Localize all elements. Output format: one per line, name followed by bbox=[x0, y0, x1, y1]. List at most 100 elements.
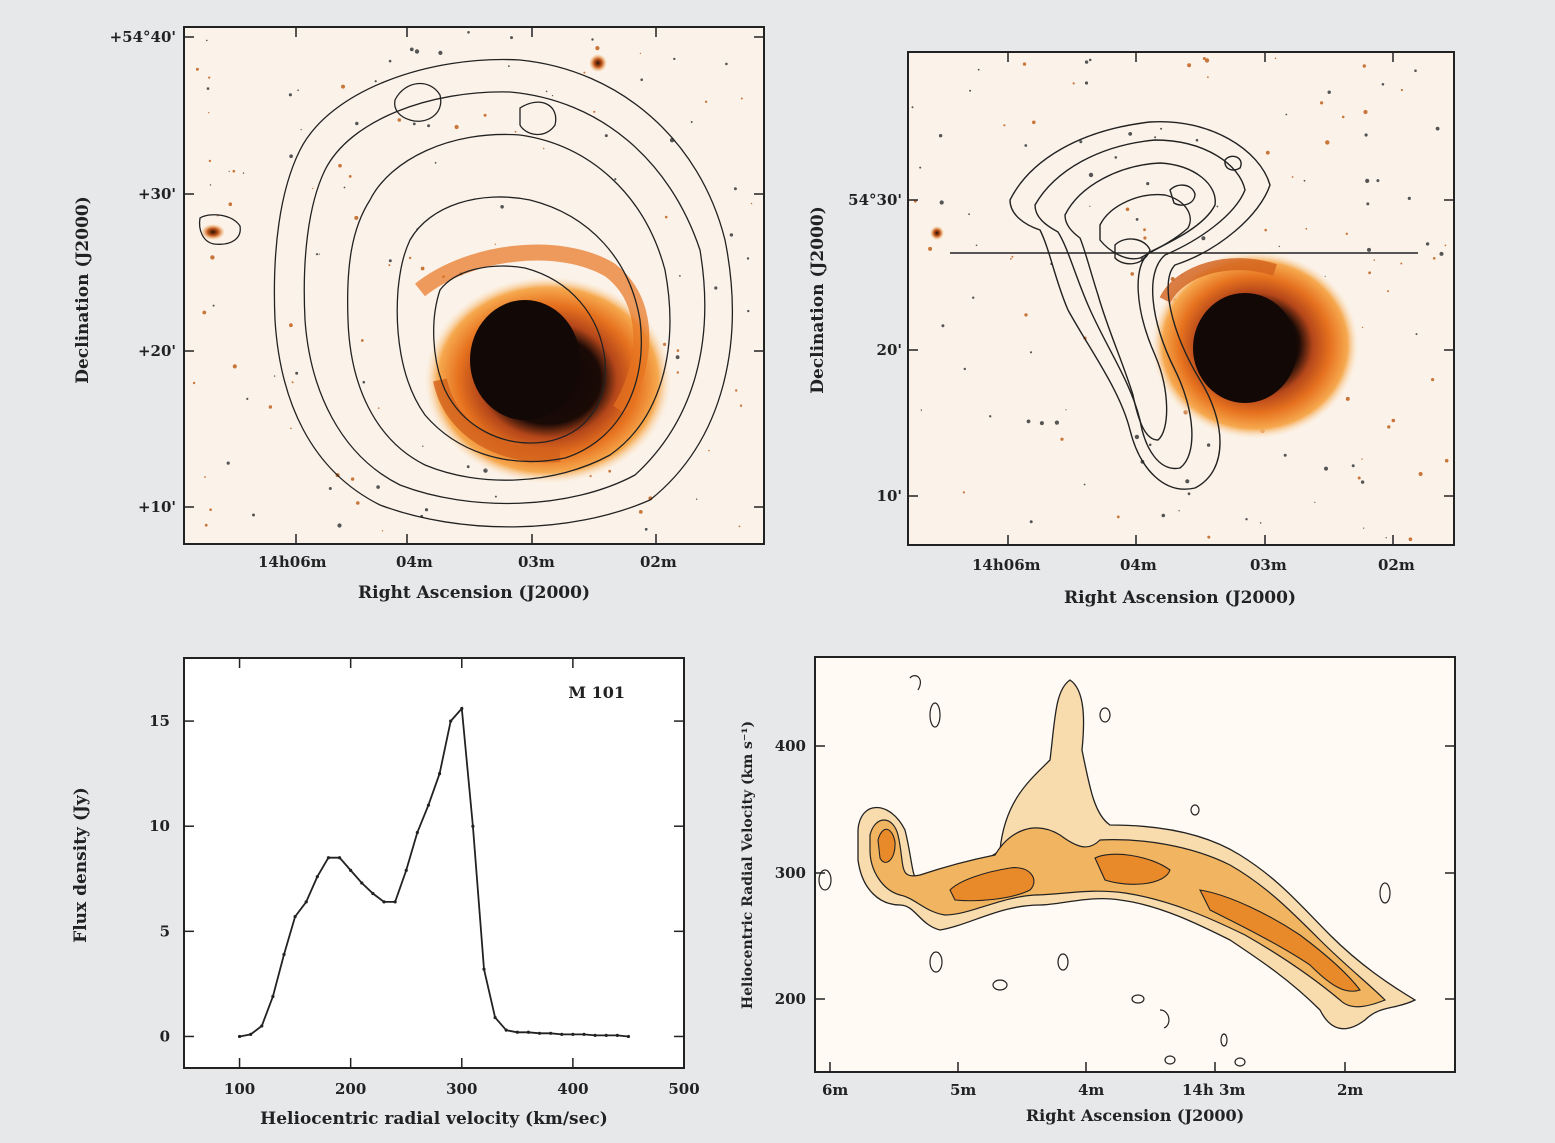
star-speckle bbox=[1345, 396, 1350, 401]
star-speckle bbox=[1361, 326, 1364, 329]
star-speckle bbox=[420, 266, 425, 271]
star-speckle bbox=[1204, 58, 1210, 63]
star-speckle bbox=[226, 461, 230, 465]
star-speckle bbox=[343, 186, 346, 189]
star-speckle bbox=[1135, 218, 1139, 221]
star-speckle bbox=[591, 38, 594, 41]
star-speckle bbox=[252, 513, 255, 517]
star-speckle bbox=[209, 508, 212, 512]
star-speckle bbox=[1084, 81, 1089, 85]
star-speckle bbox=[510, 36, 513, 40]
star-speckle bbox=[1022, 62, 1027, 66]
star-speckle bbox=[376, 485, 380, 489]
star-speckle bbox=[1083, 483, 1086, 486]
star-speckle bbox=[494, 495, 497, 498]
star-speckle bbox=[1362, 64, 1367, 68]
star-speckle bbox=[268, 405, 273, 409]
hi-contours bbox=[198, 58, 733, 528]
star-speckle bbox=[1364, 133, 1368, 137]
star-speckle bbox=[1114, 156, 1118, 159]
chart-xlabel: Heliocentric radial velocity (km/sec) bbox=[260, 1109, 608, 1129]
star-speckle bbox=[210, 255, 215, 260]
star-speckle bbox=[1079, 140, 1083, 144]
star-speckle bbox=[1216, 205, 1219, 208]
spectrum-point bbox=[571, 1032, 575, 1036]
star-speckle bbox=[962, 491, 966, 494]
star-speckle bbox=[1345, 232, 1349, 235]
star-speckle bbox=[212, 304, 215, 307]
star-speckle bbox=[377, 407, 380, 409]
spectrum-point bbox=[582, 1032, 586, 1036]
pv-noise-contours bbox=[818, 675, 1391, 1067]
star-speckle bbox=[209, 184, 212, 186]
star-speckle bbox=[289, 154, 293, 158]
star-speckle bbox=[1415, 333, 1418, 336]
star-speckle bbox=[228, 170, 230, 172]
star-speckle bbox=[1201, 236, 1206, 241]
star-speckle bbox=[388, 264, 391, 267]
star-speckle bbox=[542, 147, 545, 150]
star-speckle bbox=[1148, 443, 1152, 447]
spectrum-point bbox=[404, 868, 408, 872]
star-speckle bbox=[424, 508, 429, 512]
star-speckle bbox=[1314, 501, 1316, 503]
star-speckle bbox=[1259, 522, 1262, 524]
star-speckle bbox=[408, 256, 412, 260]
star-speckle bbox=[714, 286, 718, 290]
y-tick-label: 5 bbox=[160, 922, 170, 940]
star-speckle bbox=[1146, 182, 1150, 186]
star-speckle bbox=[1274, 57, 1277, 60]
star-speckle bbox=[348, 175, 352, 178]
spectrum-point bbox=[249, 1032, 253, 1036]
star-speckle bbox=[963, 367, 966, 371]
star-speckle bbox=[1187, 63, 1192, 68]
galaxy-core bbox=[1193, 293, 1297, 403]
star-speckle bbox=[989, 415, 992, 418]
star-speckle bbox=[746, 257, 750, 260]
x-tick-label: 300 bbox=[446, 1080, 477, 1098]
br-ytick-2: 300 bbox=[775, 864, 806, 882]
spectrum-point bbox=[626, 1034, 631, 1039]
br-xlabel: Right Ascension (J2000) bbox=[1026, 1106, 1244, 1125]
star-speckle bbox=[1134, 434, 1140, 440]
chart-tick-labels: 100 200 300 400 500 0 5 10 15 bbox=[149, 712, 700, 1098]
star-speckle bbox=[614, 178, 617, 181]
star-speckle bbox=[1024, 313, 1028, 317]
star-speckle bbox=[409, 47, 414, 52]
star-speckle bbox=[1206, 443, 1211, 447]
spectrum-point bbox=[449, 719, 453, 723]
star-speckle bbox=[1305, 227, 1308, 230]
star-speckle bbox=[454, 124, 459, 130]
star-speckle bbox=[919, 166, 922, 169]
tl-xtick-3: 03m bbox=[518, 553, 555, 571]
star-speckle bbox=[315, 253, 319, 256]
star-speckle bbox=[1195, 138, 1199, 142]
star-speckle bbox=[640, 78, 643, 81]
star-speckle bbox=[208, 112, 210, 114]
star-speckle bbox=[300, 129, 302, 131]
star-speckle bbox=[1029, 351, 1033, 354]
star-speckle bbox=[1414, 69, 1417, 72]
star-speckle bbox=[1003, 124, 1006, 127]
panel-top-left-frame bbox=[183, 26, 765, 545]
star-speckle bbox=[341, 84, 345, 89]
spectrum-point bbox=[593, 1033, 597, 1038]
star-speckle bbox=[1418, 472, 1423, 476]
star-speckle bbox=[1303, 179, 1306, 182]
spectrum-point bbox=[282, 952, 286, 957]
star-speckle bbox=[297, 89, 299, 91]
tl-ylabel: Declination (J2000) bbox=[73, 196, 93, 384]
galaxy-arm bbox=[433, 378, 561, 463]
tl-xlabel: Right Ascension (J2000) bbox=[358, 583, 590, 603]
star-speckle bbox=[1283, 453, 1287, 457]
panel-bottom-left-chart: 100 200 300 400 500 0 5 10 15 M 101 Heliocentric… bbox=[71, 657, 700, 1129]
star-speckle bbox=[977, 68, 980, 71]
spectrum-point bbox=[471, 824, 475, 828]
star-speckle bbox=[1367, 247, 1371, 252]
panel-top-left: 14h06m 04m 03m 02m +54°40' +30' +20' +10… bbox=[73, 26, 765, 603]
star-speckle bbox=[1207, 76, 1209, 79]
star-speckle bbox=[1202, 57, 1206, 60]
star-speckle bbox=[1385, 537, 1387, 539]
spectrum-point bbox=[393, 900, 397, 904]
